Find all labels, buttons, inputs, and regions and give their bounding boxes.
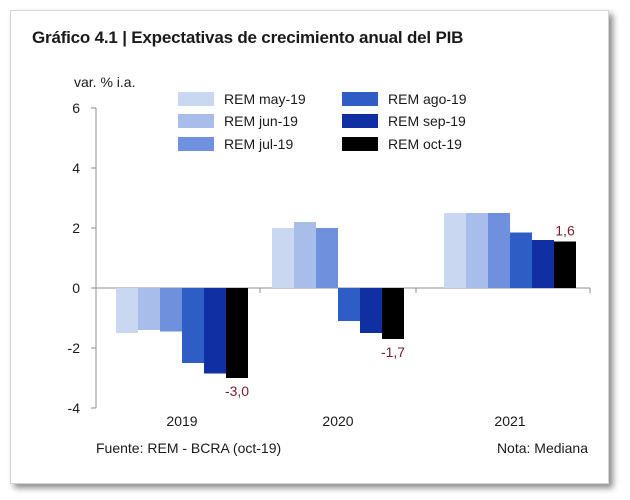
bar (444, 213, 466, 288)
legend-label: REM ago-19 (388, 91, 467, 107)
bar (360, 288, 382, 333)
bar (316, 228, 338, 288)
legend-label: REM may-19 (224, 91, 306, 107)
bar (182, 288, 204, 363)
bar (466, 213, 488, 288)
y-tick-label: -4 (68, 400, 81, 416)
x-tick-labels: 2019 2020 2021 (166, 288, 591, 429)
median-note: Nota: Mediana (497, 440, 588, 456)
bar (554, 241, 576, 288)
data-label: -1,7 (381, 344, 405, 360)
bar (510, 232, 532, 288)
legend-swatch (342, 137, 378, 151)
bar (382, 288, 404, 339)
bar (138, 288, 160, 330)
y-tick-label: 2 (72, 220, 80, 236)
legend: REM may-19 REM jun-19 REM jul-19 REM ago-19… (178, 91, 467, 152)
y-tick-label: -2 (68, 340, 81, 356)
legend-swatch (178, 114, 214, 128)
y-tick-label: 4 (72, 160, 80, 176)
source-note: Fuente: REM - BCRA (oct-19) (96, 440, 281, 456)
bar (204, 288, 226, 374)
y-tick-label: 6 (72, 100, 80, 116)
legend-label: REM jun-19 (224, 113, 298, 129)
legend-swatch (342, 92, 378, 106)
legend-swatch (342, 114, 378, 128)
bar (488, 213, 510, 288)
bar (532, 240, 554, 288)
data-label: 1,6 (555, 223, 575, 239)
legend-swatch (178, 92, 214, 106)
data-labels: -3,0 -1,7 1,6 (225, 223, 575, 400)
bar (226, 288, 248, 378)
bar (272, 228, 294, 288)
x-tick-label: 2021 (494, 413, 525, 429)
bar (338, 288, 360, 321)
legend-label: REM sep-19 (388, 113, 466, 129)
y-axis-label: var. % i.a. (74, 74, 135, 90)
x-tick-label: 2020 (322, 413, 353, 429)
data-label: -3,0 (225, 383, 249, 399)
bar (116, 288, 138, 333)
legend-swatch (178, 137, 214, 151)
bar (160, 288, 182, 332)
bar (294, 222, 316, 288)
y-tick-label: 0 (72, 280, 80, 296)
x-tick-label: 2019 (166, 413, 197, 429)
legend-label: REM jul-19 (224, 136, 293, 152)
legend-label: REM oct-19 (388, 136, 462, 152)
chart-title: Gráfico 4.1 | Expectativas de crecimient… (32, 28, 464, 47)
bars (116, 213, 576, 378)
y-ticks: -4 -2 0 2 4 6 (68, 100, 96, 416)
